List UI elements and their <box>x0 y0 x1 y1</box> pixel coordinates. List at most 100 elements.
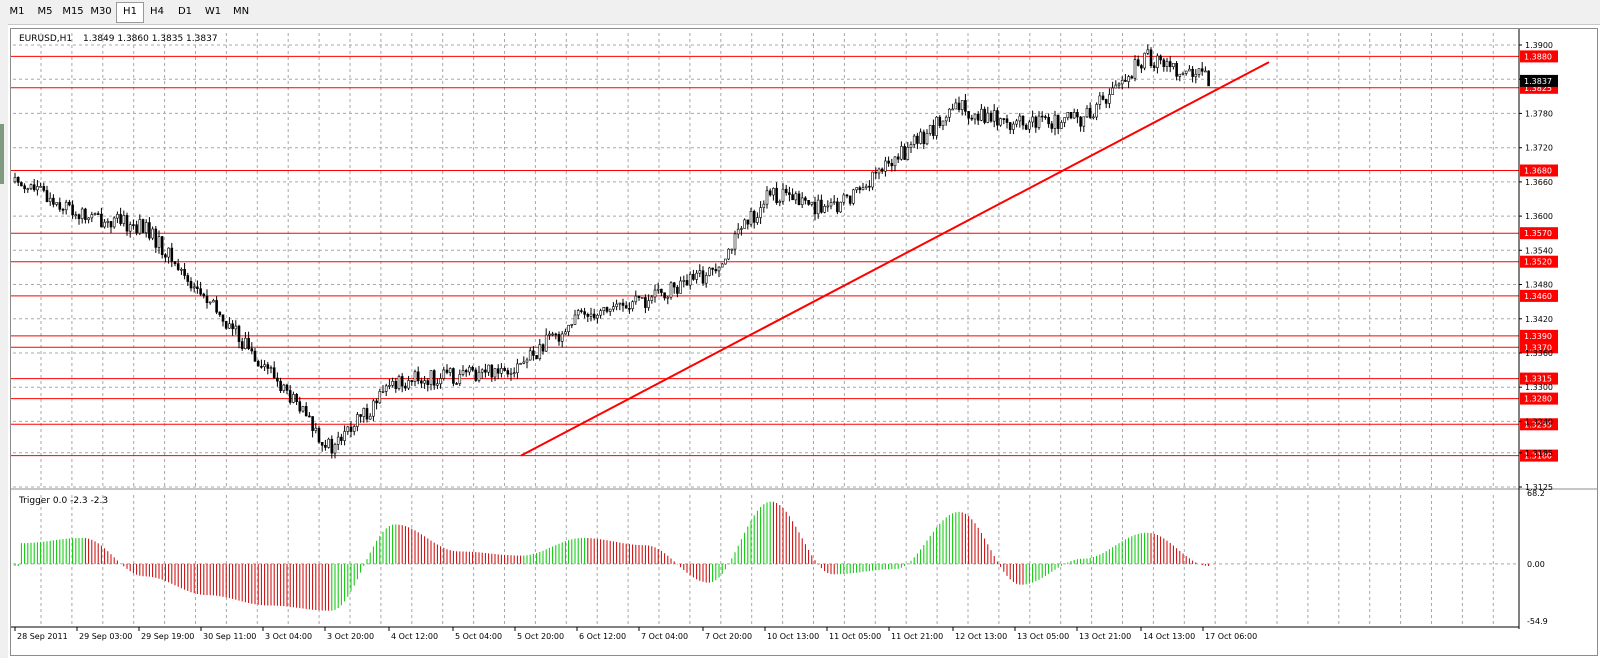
candle-body <box>455 383 458 385</box>
candle-body <box>1114 84 1118 89</box>
candle-body <box>647 300 650 308</box>
candle-body <box>1095 104 1098 118</box>
candle-body <box>308 415 311 418</box>
candle-body <box>26 188 30 190</box>
candle-body <box>260 365 263 368</box>
time-tick-label: 7 Oct 04:00 <box>641 632 688 641</box>
candle-body <box>928 125 932 134</box>
candle-body <box>887 160 890 164</box>
candle-body <box>548 333 551 336</box>
candle-body <box>244 337 247 350</box>
candle-body <box>800 197 804 205</box>
candle-body <box>944 116 948 122</box>
timeframe-m1-button[interactable]: M1 <box>9 6 25 17</box>
candle-body <box>1018 115 1022 122</box>
candle-body <box>740 228 743 230</box>
candle-body <box>890 163 894 167</box>
candle-body <box>912 135 916 145</box>
candle-body <box>368 415 372 420</box>
candle-body <box>1159 55 1162 61</box>
candle-body <box>884 160 887 172</box>
candle-body <box>74 214 78 216</box>
candle-body <box>832 201 836 204</box>
timeframe-d1-button[interactable]: D1 <box>177 6 193 17</box>
candle-body <box>452 368 455 384</box>
timeframe-w1-button[interactable]: W1 <box>204 6 222 17</box>
timeframe-m15-button[interactable]: M15 <box>62 6 84 17</box>
candle-body <box>151 228 154 239</box>
candle-body <box>1060 122 1063 129</box>
level-tag-label: 1.3825 <box>1524 84 1552 93</box>
candle-body <box>893 156 897 167</box>
candle-body <box>132 224 135 226</box>
candle-body <box>365 408 369 420</box>
candle-body <box>311 416 314 431</box>
candle-body <box>855 187 858 191</box>
candle-body <box>20 182 23 187</box>
time-tick-label: 29 Sep 03:00 <box>79 632 132 641</box>
candle-body <box>1044 116 1047 118</box>
chart-window[interactable]: 1.3880 1.3825 1.3680 1.3570 1.3520 1.3460 1.33… <box>10 28 1598 656</box>
candle-body <box>1149 49 1153 66</box>
candle-body <box>525 359 529 363</box>
candle-body <box>634 295 638 303</box>
price-tick-label: 1.3125 <box>1525 483 1553 492</box>
candle-body <box>77 214 81 219</box>
candle-body <box>426 380 430 386</box>
candle-body <box>685 280 689 286</box>
candle-body <box>717 266 721 272</box>
candle-body <box>68 201 71 206</box>
time-tick-label: 30 Sep 11:00 <box>203 632 256 641</box>
candle-body <box>64 201 68 211</box>
candle-body <box>103 221 106 228</box>
candle-body <box>356 414 359 427</box>
candle-body <box>359 414 362 417</box>
candle-body <box>621 302 625 306</box>
candle-body <box>909 144 913 148</box>
trendline-group <box>520 61 1270 457</box>
candle-body <box>759 207 762 218</box>
candle-body <box>119 214 122 224</box>
candle-body <box>784 188 788 193</box>
candle-body <box>772 188 775 196</box>
timeframe-mn-button[interactable]: MN <box>232 6 250 17</box>
candle-body <box>32 184 36 191</box>
candle-body <box>1143 52 1146 69</box>
candle-body <box>90 214 94 219</box>
candle-body <box>93 213 97 216</box>
candle-body <box>192 286 196 289</box>
candle-body <box>679 280 682 294</box>
candle-body <box>791 194 794 201</box>
timeframe-m30-button[interactable]: M30 <box>90 6 112 17</box>
candle-body <box>84 208 87 220</box>
candle-body <box>1200 68 1204 72</box>
candle-body <box>500 367 503 374</box>
candle-body <box>279 380 282 392</box>
candle-body <box>1133 59 1137 79</box>
candle-body <box>314 427 318 431</box>
price-tick-label: 1.3660 <box>1525 178 1553 187</box>
level-tag-label: 1.3880 <box>1524 52 1552 61</box>
chart-canvas[interactable]: 1.3880 1.3825 1.3680 1.3570 1.3520 1.3460 1.33… <box>11 29 1597 655</box>
candle-body <box>413 371 417 382</box>
candle-body <box>813 201 817 215</box>
horizontal-levels: 1.3880 1.3825 1.3680 1.3570 1.3520 1.3460 1.33… <box>11 50 1558 462</box>
candle-body <box>384 385 388 392</box>
timeframe-h4-button[interactable]: H4 <box>150 6 164 17</box>
candle-body <box>592 313 596 319</box>
candle-body <box>1146 49 1150 54</box>
candle-body <box>704 275 708 284</box>
timeframe-m5-button[interactable]: M5 <box>37 6 53 17</box>
candle-body <box>615 303 618 307</box>
timeframe-h1-button[interactable]: H1 <box>116 2 144 23</box>
candle-body <box>957 102 961 110</box>
candle-body <box>285 384 289 391</box>
candle-body <box>23 185 26 190</box>
candle-body <box>1104 99 1108 104</box>
candle-body <box>628 307 631 310</box>
level-tag-label: 1.3520 <box>1524 258 1552 267</box>
candle-body <box>999 118 1002 126</box>
candle-body <box>317 427 321 443</box>
candle-body <box>1127 76 1130 82</box>
candle-body <box>407 380 410 389</box>
